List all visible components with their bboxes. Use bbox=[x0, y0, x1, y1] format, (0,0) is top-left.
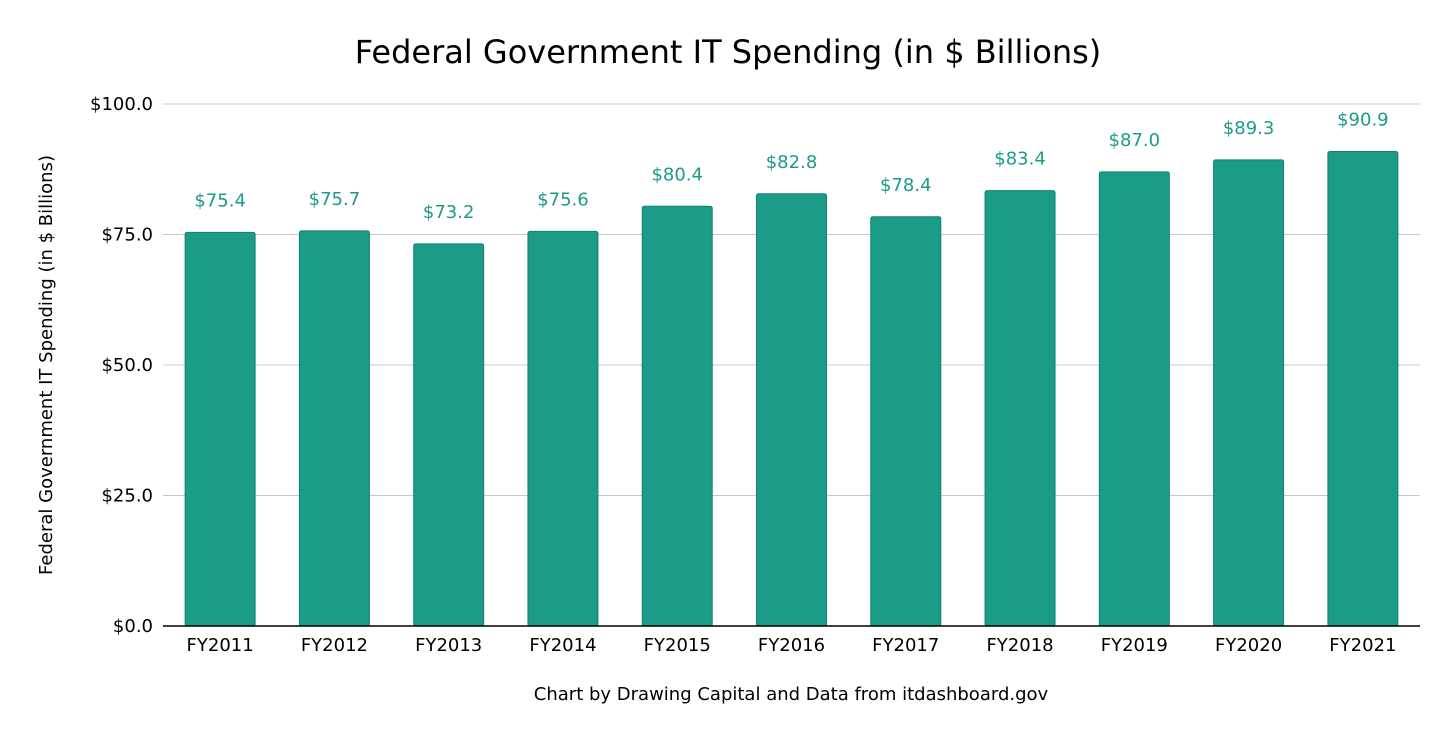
x-tick-label: FY2013 bbox=[415, 635, 482, 656]
y-axis-ticks: $0.0 $25.0 $50.0 $75.0 $100.0 bbox=[90, 94, 153, 637]
y-tick-label: $75.0 bbox=[101, 225, 153, 246]
data-label: $82.8 bbox=[766, 152, 818, 173]
x-tick-label: FY2012 bbox=[301, 635, 368, 656]
x-tick-label: FY2021 bbox=[1329, 635, 1396, 656]
y-axis-label: Federal Government IT Spending (in $ Bil… bbox=[36, 155, 57, 575]
data-label: $83.4 bbox=[994, 149, 1046, 170]
x-tick-label: FY2011 bbox=[187, 635, 254, 656]
bar-fy2021 bbox=[1327, 151, 1399, 627]
chart-title: Federal Government IT Spending (in $ Bil… bbox=[355, 33, 1102, 71]
data-label: $73.2 bbox=[423, 202, 475, 223]
y-tick-label: $0.0 bbox=[113, 616, 153, 637]
data-label: $87.0 bbox=[1109, 130, 1161, 151]
data-label: $75.4 bbox=[194, 190, 246, 211]
data-label: $89.3 bbox=[1223, 118, 1275, 139]
y-tick-label: $100.0 bbox=[90, 94, 153, 115]
y-tick-label: $50.0 bbox=[101, 355, 153, 376]
data-labels: $75.4 $75.7 $73.2 $75.6 $80.4 $82.8 $78.4 $83.4… bbox=[194, 110, 1388, 223]
data-label: $90.9 bbox=[1337, 110, 1389, 131]
bar-fy2013 bbox=[413, 243, 485, 627]
chart-caption: Chart by Drawing Capital and Data from i… bbox=[534, 684, 1049, 705]
data-label: $78.4 bbox=[880, 175, 932, 196]
x-tick-label: FY2020 bbox=[1215, 635, 1282, 656]
bars bbox=[184, 151, 1399, 627]
data-label: $80.4 bbox=[651, 164, 703, 185]
data-label: $75.7 bbox=[309, 189, 361, 210]
bar-fy2014 bbox=[527, 230, 599, 627]
x-axis-ticks: FY2011 FY2012 FY2013 FY2014 FY2015 FY2016 FY20… bbox=[187, 635, 1397, 656]
bar-fy2018 bbox=[984, 190, 1056, 627]
bar-fy2019 bbox=[1098, 171, 1170, 627]
x-tick-label: FY2017 bbox=[872, 635, 939, 656]
bar-fy2017 bbox=[870, 216, 942, 627]
bar-fy2020 bbox=[1213, 159, 1285, 627]
x-tick-label: FY2014 bbox=[529, 635, 596, 656]
data-label: $75.6 bbox=[537, 189, 589, 210]
bar-fy2011 bbox=[184, 231, 256, 627]
bar-fy2015 bbox=[641, 205, 713, 627]
bar-fy2016 bbox=[756, 193, 827, 627]
x-tick-label: FY2016 bbox=[758, 635, 825, 656]
x-tick-label: FY2018 bbox=[986, 635, 1053, 656]
y-tick-label: $25.0 bbox=[101, 486, 153, 507]
bar-fy2012 bbox=[298, 230, 370, 627]
x-tick-label: FY2015 bbox=[644, 635, 711, 656]
x-tick-label: FY2019 bbox=[1101, 635, 1168, 656]
